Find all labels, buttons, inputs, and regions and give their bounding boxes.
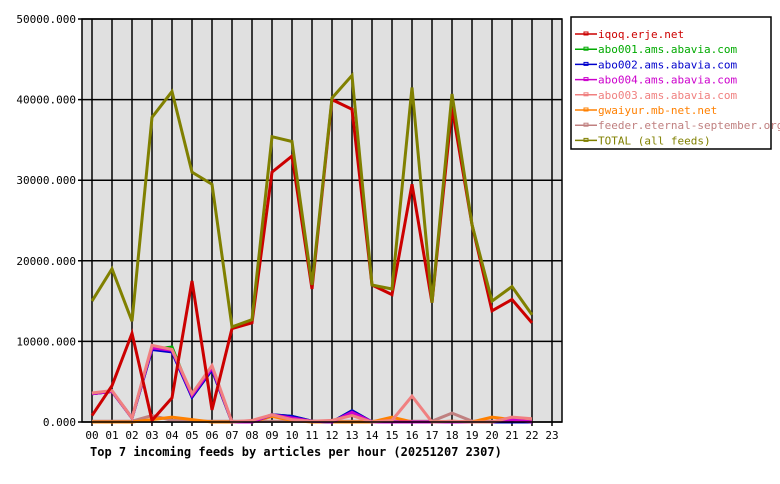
x-tick-label: 02	[125, 429, 138, 442]
x-tick-label: 15	[385, 429, 398, 442]
x-tick-label: 20	[485, 429, 498, 442]
chart-title: Top 7 incoming feeds by articles per hou…	[90, 445, 502, 459]
x-tick-label: 07	[225, 429, 238, 442]
x-tick-label: 08	[245, 429, 258, 442]
x-tick-label: 11	[305, 429, 318, 442]
x-tick-label: 23	[545, 429, 558, 442]
x-tick-label: 22	[525, 429, 538, 442]
legend-label: feeder.eternal-september.org	[598, 119, 780, 132]
legend-label: abo001.ams.abavia.com	[598, 43, 737, 56]
legend-label: iqoq.erje.net	[598, 28, 684, 41]
y-tick-label: 20000.000	[16, 255, 76, 268]
y-tick-label: 50000.000	[16, 13, 76, 26]
legend-label: gwaiyur.mb-net.net	[598, 104, 717, 117]
x-tick-label: 18	[445, 429, 458, 442]
x-tick-label: 05	[185, 429, 198, 442]
y-tick-label: 10000.000	[16, 335, 76, 348]
x-tick-label: 16	[405, 429, 418, 442]
x-tick-label: 04	[165, 429, 179, 442]
plot-area	[82, 19, 562, 422]
x-tick-label: 01	[105, 429, 118, 442]
x-tick-label: 19	[465, 429, 478, 442]
x-tick-label: 10	[285, 429, 298, 442]
legend-label: abo004.ams.abavia.com	[598, 74, 737, 87]
x-tick-label: 03	[145, 429, 158, 442]
x-tick-label: 17	[425, 429, 438, 442]
y-tick-label: 40000.000	[16, 94, 76, 107]
legend-label: abo002.ams.abavia.com	[598, 58, 737, 71]
legend-label: abo003.ams.abavia.com	[598, 89, 737, 102]
y-tick-label: 0.000	[43, 416, 76, 429]
x-tick-label: 09	[265, 429, 278, 442]
x-tick-label: 06	[205, 429, 218, 442]
x-tick-label: 21	[505, 429, 518, 442]
x-tick-label: 14	[365, 429, 379, 442]
legend-label: TOTAL (all feeds)	[598, 134, 711, 147]
y-tick-label: 30000.000	[16, 174, 76, 187]
x-tick-label: 00	[85, 429, 98, 442]
x-tick-label: 13	[345, 429, 358, 442]
x-tick-label: 12	[325, 429, 338, 442]
